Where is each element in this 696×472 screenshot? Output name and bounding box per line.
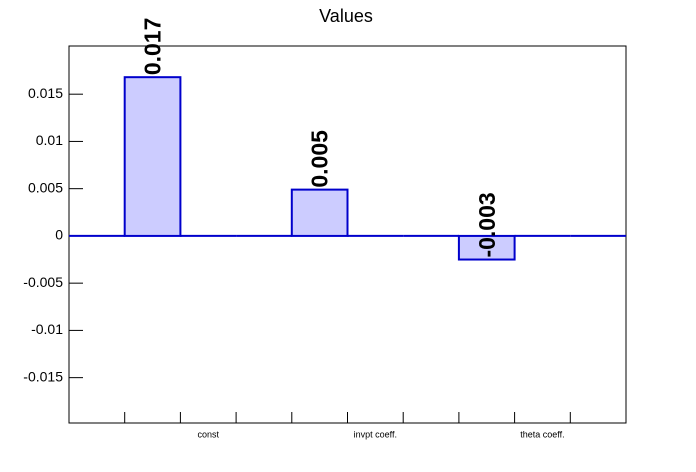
x-tick-label: const xyxy=(197,429,219,439)
y-tick-label: -0.01 xyxy=(31,321,63,337)
data-label: 0.017 xyxy=(140,18,166,76)
y-tick-label: 0 xyxy=(55,227,63,243)
y-tick-label: -0.015 xyxy=(23,368,63,384)
x-tick-label: invpt coeff. xyxy=(354,429,397,439)
bar xyxy=(123,76,182,237)
chart-title: Values xyxy=(319,6,373,26)
bar xyxy=(290,188,349,237)
data-label: 0.005 xyxy=(307,130,333,188)
y-tick-label: 0.01 xyxy=(36,132,63,148)
bar xyxy=(457,234,516,261)
y-tick-label: 0.005 xyxy=(28,179,63,195)
x-tick-label: theta coeff. xyxy=(520,429,564,439)
y-tick-label: 0.015 xyxy=(28,85,63,101)
data-label: -0.003 xyxy=(474,192,500,257)
y-tick-label: -0.005 xyxy=(23,274,63,290)
